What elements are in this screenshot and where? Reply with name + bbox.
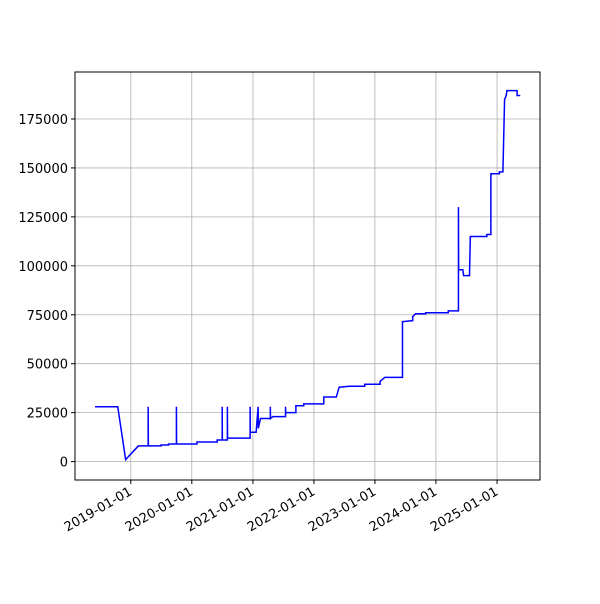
y-tick-label: 100000 (18, 260, 68, 275)
data-line (95, 89, 521, 462)
y-tick-label: 25000 (27, 407, 68, 422)
y-tick-label: 125000 (18, 211, 68, 226)
y-tick-label: 0 (60, 456, 68, 471)
y-tick-label: 150000 (18, 162, 68, 177)
plot-frame (74, 71, 541, 481)
y-tick-label: 75000 (27, 309, 68, 324)
y-tick-label: 175000 (18, 113, 68, 128)
y-tick-label: 50000 (27, 358, 68, 373)
